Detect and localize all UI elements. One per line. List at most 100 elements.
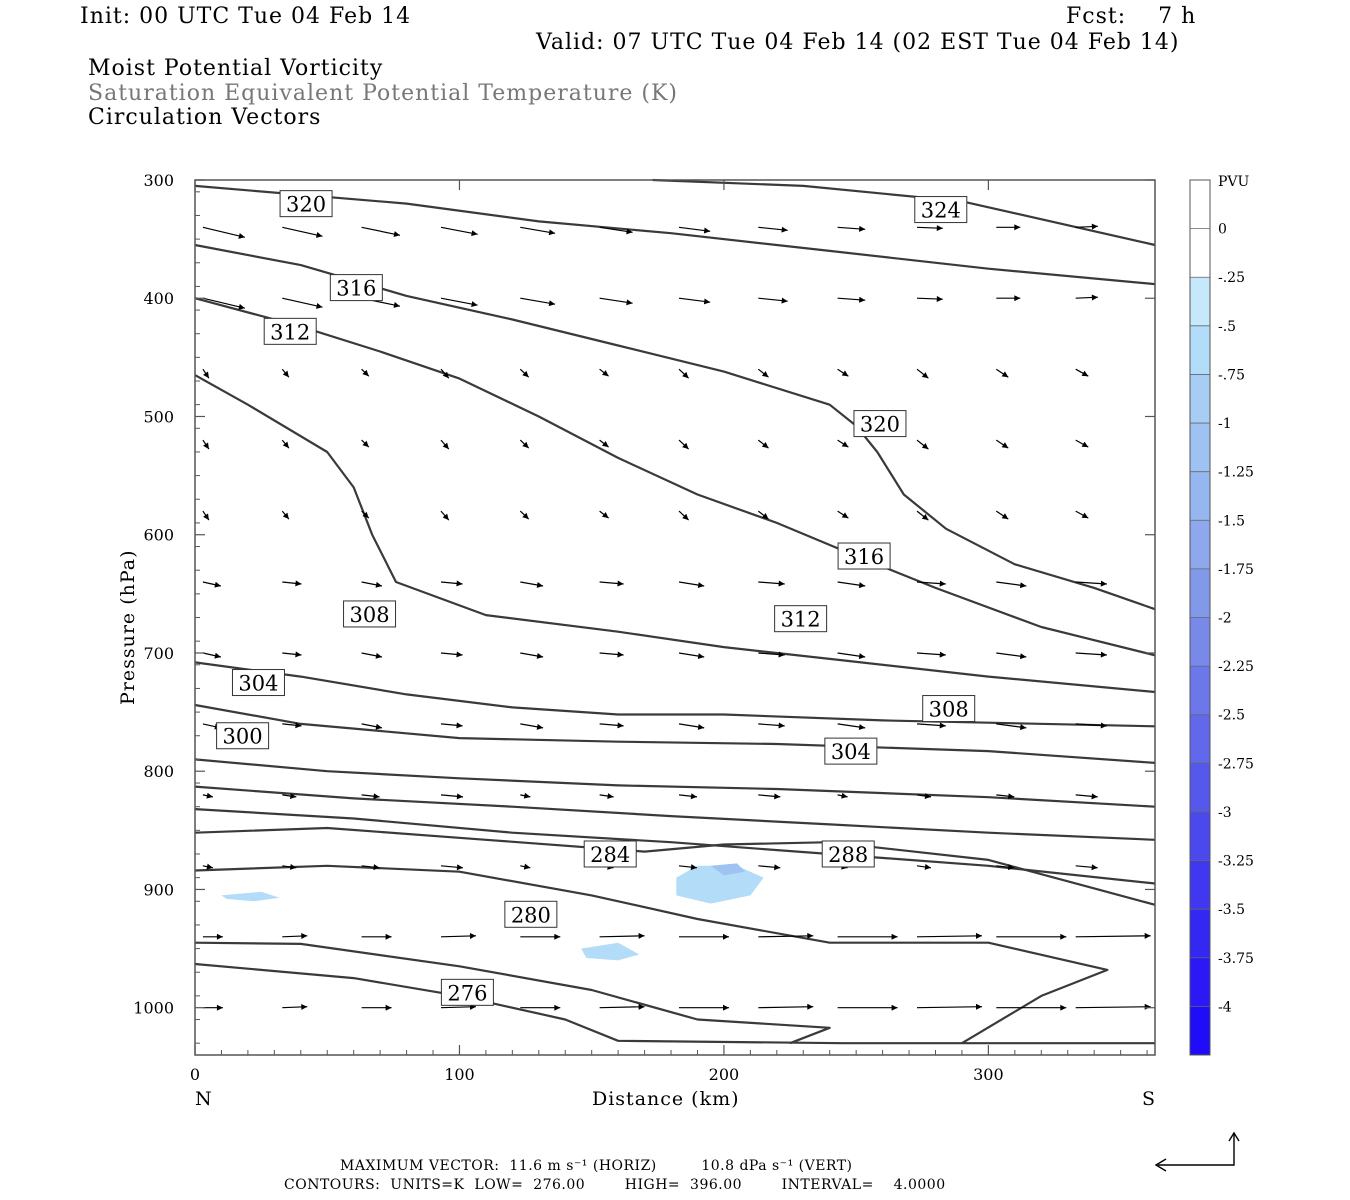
circulation-vector [440, 580, 463, 587]
contour-label-box [914, 196, 968, 224]
contour-label: 316 [844, 545, 884, 569]
circulation-vector [282, 933, 308, 940]
colorbar-swatch [1190, 423, 1210, 473]
circulation-vector [837, 510, 849, 519]
circulation-vector [837, 368, 849, 377]
colorbar-swatch [1190, 228, 1210, 278]
circulation-vector [758, 580, 785, 587]
circulation-vector [678, 864, 698, 871]
max-vector-note: MAXIMUM VECTOR: 11.6 m s⁻¹ (HORIZ) 10.8 … [340, 1158, 853, 1174]
contour-label: 308 [929, 698, 969, 722]
circulation-vector [599, 226, 633, 235]
field-title-2: Saturation Equivalent Potential Temperat… [88, 81, 678, 106]
colorbar-swatch [1190, 860, 1210, 910]
circulation-vector [599, 651, 624, 658]
contour-label-box [853, 410, 907, 438]
pv-shading-region [676, 865, 764, 904]
contour-label-box [216, 722, 270, 750]
circulation-vector [996, 864, 1015, 871]
colorbar-swatch [1190, 811, 1210, 862]
circulation-vector [837, 652, 866, 660]
x-tick-label: 100 [444, 1065, 475, 1084]
circulation-vector [837, 723, 866, 731]
theta-contour [194, 826, 1156, 906]
contour-label: 304 [831, 740, 871, 764]
colorbar-swatch [1190, 180, 1210, 230]
y-tick-label: 500 [143, 407, 174, 426]
contour-label: 316 [336, 277, 376, 301]
circulation-vector [916, 295, 943, 302]
circulation-vector [916, 225, 943, 232]
y-tick-label: 700 [143, 644, 174, 663]
circulation-vector [678, 368, 690, 379]
circulation-vector [916, 439, 929, 450]
circulation-vector [996, 652, 1027, 660]
circulation-vector [916, 368, 929, 379]
circulation-vector [202, 226, 246, 239]
circulation-vector [599, 368, 609, 377]
theta-contour [194, 808, 1156, 885]
contour-label-box [279, 190, 333, 218]
circulation-vector [520, 226, 556, 236]
circulation-vector [599, 439, 609, 448]
circulation-vector [440, 722, 463, 729]
contour-label: 320 [860, 413, 900, 437]
colorbar-swatch [1190, 277, 1210, 327]
theta-contour [194, 785, 1156, 841]
circulation-vector [281, 368, 290, 378]
plot-frame [194, 179, 1156, 1056]
circulation-vector [1075, 932, 1151, 939]
contour-label-box [583, 840, 637, 868]
circulation-vector [440, 932, 477, 939]
circulation-vector [282, 580, 302, 587]
circulation-vector [1075, 793, 1098, 800]
pv-shading-region [710, 863, 746, 876]
y-axis-title: Pressure (hPa) [117, 549, 139, 705]
colorbar-label: 0 [1218, 222, 1227, 238]
y-tick-label: 300 [143, 171, 174, 190]
circulation-vector [996, 723, 1027, 731]
contour-label: 320 [286, 193, 326, 217]
theta-contour [194, 243, 1156, 611]
circulation-vector [361, 226, 401, 238]
circulation-vector [837, 296, 866, 303]
north-label: N [195, 1088, 212, 1110]
theta-contour [194, 864, 1109, 1045]
contour-label-box [343, 600, 397, 628]
circulation-vector [916, 580, 946, 587]
valid-time: Valid: 07 UTC Tue 04 Feb 14 (02 EST Tue … [536, 30, 1180, 55]
circulation-vector [202, 368, 210, 379]
circulation-vector [916, 793, 932, 800]
circulation-vector [440, 226, 478, 237]
colorbar-swatch [1190, 568, 1210, 618]
colorbar-label: -1.5 [1218, 513, 1245, 529]
circulation-vector [599, 510, 609, 519]
circulation-vector [361, 723, 383, 730]
circulation-vector [440, 864, 464, 871]
circulation-vector [282, 1003, 308, 1010]
contour-label: 284 [590, 843, 630, 867]
circulation-vector [995, 368, 1009, 378]
colorbar-label: -2.5 [1218, 708, 1245, 724]
circulation-vector [361, 368, 370, 377]
y-tick-label: 1000 [133, 999, 174, 1018]
circulation-vector [1075, 223, 1098, 230]
circulation-vector [916, 722, 946, 729]
circulation-vector [916, 1003, 983, 1010]
circulation-vector [916, 651, 946, 658]
contour-label-box [774, 605, 828, 633]
theta-contour [194, 184, 1156, 286]
circulation-vector [758, 226, 788, 233]
contour-label-box [837, 542, 891, 570]
circulation-vector [599, 722, 624, 729]
colorbar-swatch [1190, 957, 1210, 1007]
colorbar-label: -1 [1218, 416, 1232, 432]
circulation-vector [758, 297, 788, 304]
circulation-vector [678, 297, 711, 305]
circulation-vector [202, 510, 210, 521]
circulation-vector [202, 792, 214, 799]
contour-label: 304 [238, 672, 278, 696]
circulation-vector [361, 439, 370, 448]
circulation-vector [599, 932, 645, 939]
